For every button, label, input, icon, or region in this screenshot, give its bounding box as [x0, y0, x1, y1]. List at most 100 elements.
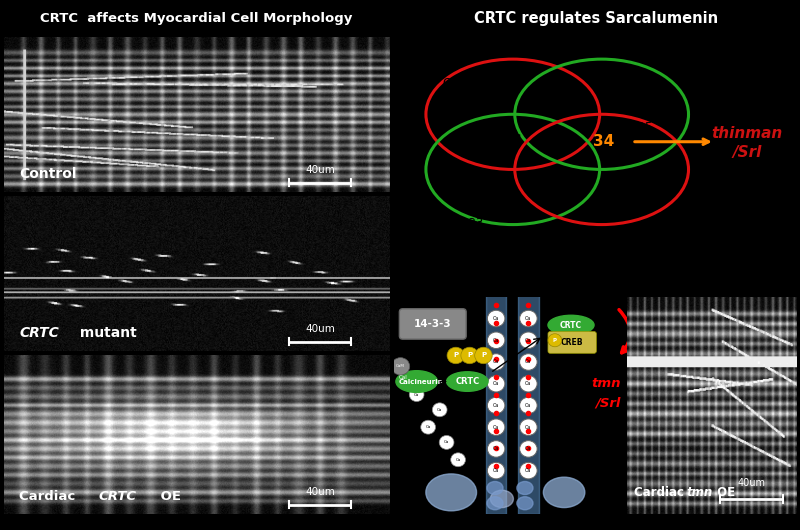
Text: OE: OE	[713, 486, 735, 499]
Text: Ca: Ca	[493, 403, 499, 408]
Text: RNAi: RNAi	[628, 77, 656, 90]
Text: Ca: Ca	[493, 446, 499, 452]
Circle shape	[391, 358, 410, 375]
Text: Ca: Ca	[525, 381, 531, 386]
Text: P: P	[467, 352, 472, 358]
Text: 258: 258	[462, 103, 483, 116]
Text: OE- UP: OE- UP	[622, 173, 662, 186]
Circle shape	[447, 347, 465, 364]
Ellipse shape	[543, 477, 585, 508]
Ellipse shape	[548, 315, 594, 335]
Text: 40um: 40um	[306, 165, 335, 175]
Text: 233: 233	[462, 217, 483, 230]
Bar	[486, 293, 506, 514]
Ellipse shape	[446, 372, 488, 391]
Text: CRTC: CRTC	[455, 377, 479, 386]
Text: CRTC: CRTC	[560, 321, 582, 330]
Text: 14-3-3: 14-3-3	[414, 319, 451, 329]
Text: 374: 374	[631, 199, 654, 212]
Text: Cal: Cal	[398, 375, 407, 379]
Text: Ca: Ca	[437, 408, 442, 412]
Text: Ca: Ca	[525, 316, 531, 321]
Ellipse shape	[487, 481, 503, 494]
Text: OE-DOWN: OE-DOWN	[442, 77, 502, 90]
FancyBboxPatch shape	[399, 309, 466, 339]
Text: 40um: 40um	[306, 487, 335, 497]
Text: CREB: CREB	[561, 338, 583, 347]
Text: Ca: Ca	[525, 359, 531, 365]
Text: CaM: CaM	[396, 364, 405, 368]
Text: 40um: 40um	[306, 324, 335, 334]
Circle shape	[439, 436, 454, 449]
Text: Ca: Ca	[493, 359, 499, 365]
Circle shape	[487, 375, 505, 392]
Text: Ca: Ca	[493, 468, 499, 473]
Text: Control: Control	[19, 167, 77, 181]
Ellipse shape	[517, 497, 533, 510]
Text: P: P	[454, 352, 458, 358]
Circle shape	[548, 334, 562, 347]
Ellipse shape	[517, 481, 533, 494]
Circle shape	[487, 419, 505, 436]
Circle shape	[410, 387, 424, 402]
Text: OE: OE	[156, 490, 182, 503]
Text: CRTC: CRTC	[19, 326, 59, 340]
Circle shape	[474, 347, 492, 364]
Circle shape	[520, 354, 537, 370]
Circle shape	[520, 419, 537, 436]
Text: Cardiac: Cardiac	[19, 490, 80, 503]
Circle shape	[487, 310, 505, 327]
Text: UP: UP	[465, 196, 480, 209]
Text: Ca: Ca	[525, 446, 531, 452]
Text: Calcineurin: Calcineurin	[399, 378, 443, 385]
Circle shape	[421, 420, 435, 434]
Text: /Srl: /Srl	[733, 145, 762, 160]
Circle shape	[461, 347, 478, 364]
Text: /Srl: /Srl	[595, 397, 621, 410]
Text: Nucleus: Nucleus	[557, 297, 598, 307]
Circle shape	[432, 403, 447, 417]
Text: 27: 27	[550, 87, 565, 100]
Bar	[518, 293, 538, 514]
Text: CRTC  affects Myocardial Cell Morphology: CRTC affects Myocardial Cell Morphology	[40, 12, 352, 24]
Text: Ca: Ca	[493, 381, 499, 386]
Text: Ca: Ca	[525, 468, 531, 473]
Circle shape	[487, 397, 505, 414]
Text: Ca: Ca	[444, 440, 450, 444]
Circle shape	[520, 462, 537, 479]
Text: Ca: Ca	[455, 458, 461, 462]
Text: 106: 106	[490, 134, 522, 149]
Text: Ca: Ca	[493, 316, 499, 321]
Text: tmn: tmn	[686, 486, 713, 499]
Text: mutant: mutant	[75, 326, 137, 340]
FancyBboxPatch shape	[548, 332, 596, 354]
Circle shape	[520, 310, 537, 327]
Circle shape	[487, 440, 505, 457]
Ellipse shape	[490, 490, 514, 508]
Circle shape	[487, 462, 505, 479]
Circle shape	[520, 375, 537, 392]
Text: Ca: Ca	[493, 338, 499, 343]
Text: 18: 18	[550, 183, 565, 197]
Text: tmn: tmn	[591, 377, 621, 390]
Text: thinman: thinman	[711, 126, 782, 141]
Text: Ca: Ca	[525, 403, 531, 408]
Circle shape	[520, 397, 537, 414]
Text: CRTC: CRTC	[98, 490, 137, 503]
Ellipse shape	[426, 474, 477, 511]
Text: CRTC regulates Sarcalumenin: CRTC regulates Sarcalumenin	[474, 11, 718, 25]
Text: Ca: Ca	[426, 425, 431, 429]
Circle shape	[520, 332, 537, 349]
Text: DOWN: DOWN	[622, 98, 662, 111]
Text: 125: 125	[631, 121, 654, 134]
Text: Ca: Ca	[525, 425, 531, 430]
Text: Ca: Ca	[525, 338, 531, 343]
Text: Ca: Ca	[414, 393, 419, 396]
Circle shape	[487, 332, 505, 349]
Text: Ca: Ca	[493, 425, 499, 430]
Circle shape	[520, 440, 537, 457]
Text: 34: 34	[593, 134, 614, 149]
Text: RNAi: RNAi	[458, 176, 486, 189]
Ellipse shape	[396, 370, 438, 392]
Text: Cardiac: Cardiac	[634, 486, 688, 499]
